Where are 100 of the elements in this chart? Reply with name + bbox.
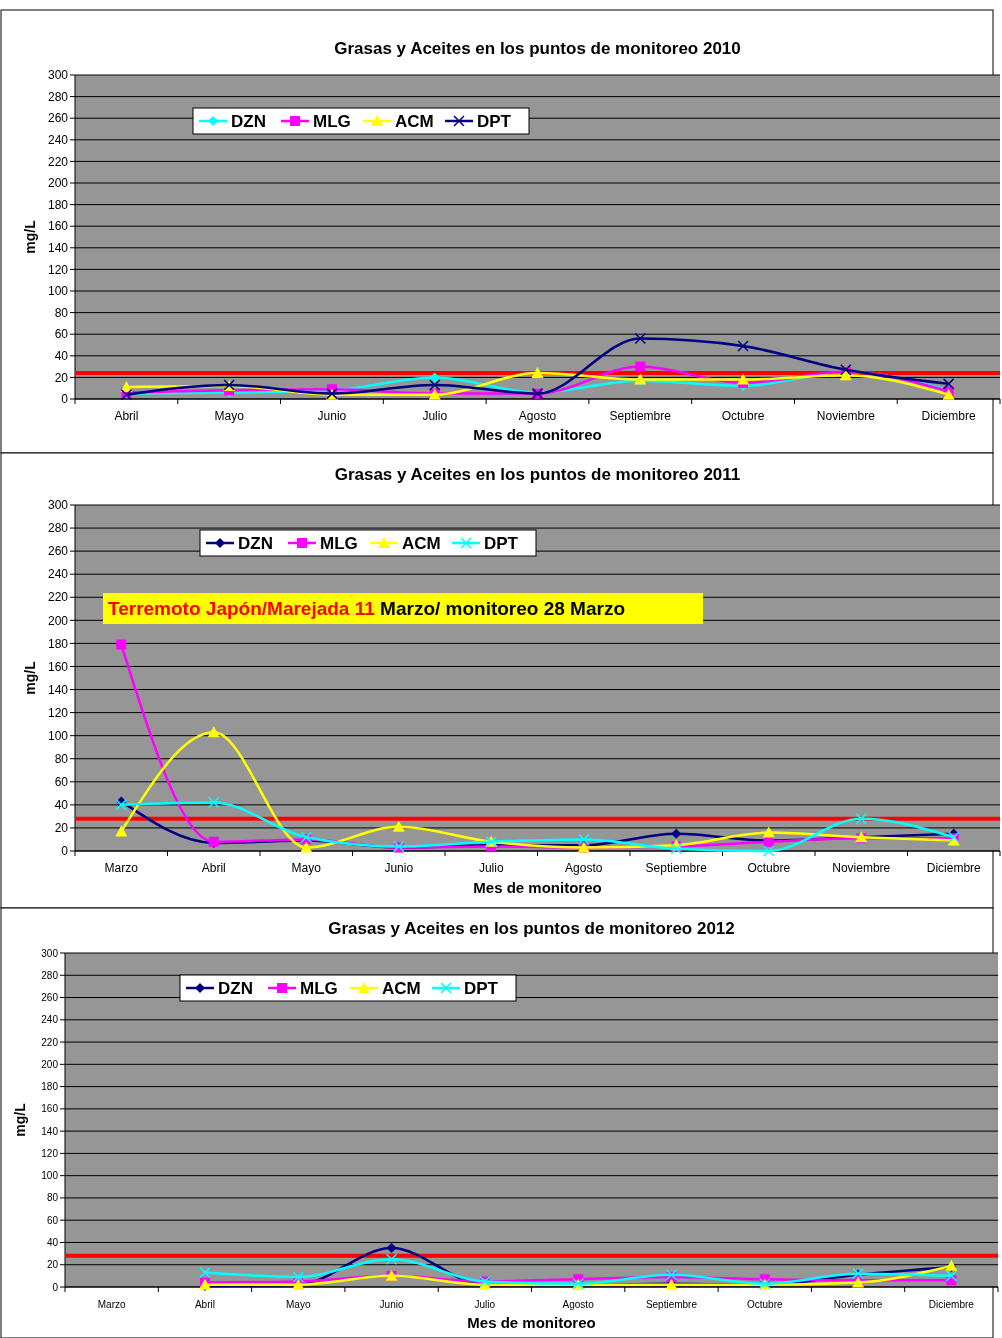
y-tick-label: 140 [47,241,69,255]
y-tick-label: 80 [54,305,69,320]
y-axis-title: mg/L [22,660,38,695]
y-tick-label: 120 [47,705,69,720]
x-tick-label: Diciembre [921,409,976,423]
x-axis-title: Mes de monitoreo [473,879,602,896]
legend-label: DPT [477,111,512,131]
chart-title: Grasas y Aceites en los puntos de monitoreo 2012 [328,919,735,938]
y-tick-label: 180 [41,1081,59,1093]
legend-label: MLG [300,978,338,998]
y-tick-label: 0 [52,1281,59,1293]
note-box: Terremoto Japón/Marejada 11 Marzo/ monitoreo 28 Marzo [103,593,703,624]
x-tick-label: Mayo [291,861,322,875]
x-tick-label: Agosto [518,409,557,423]
y-tick-label: 220 [47,590,69,605]
y-tick-label: 40 [46,1236,59,1248]
x-tick-label: Marzo [104,861,139,875]
x-tick-label: Julio [474,1299,496,1310]
y-axis-title: mg/L [22,219,38,254]
y-tick-label: 260 [47,544,69,559]
y-tick-label: 160 [41,1103,59,1115]
y-tick-label: 200 [47,613,69,628]
y-tick-label: 300 [47,68,69,83]
legend-label: MLG [320,533,358,553]
y-tick-label: 20 [54,821,69,836]
legend-label: DZN [231,111,266,131]
y-tick-label: 80 [46,1192,59,1204]
x-tick-label: Septiembre [645,861,708,875]
y-tick-label: 260 [47,111,69,126]
y-tick-label: 100 [41,1170,59,1182]
y-tick-label: 220 [47,154,69,169]
y-tick-label: 120 [41,1147,59,1159]
legend-label: ACM [402,533,441,553]
y-tick-label: 240 [41,1014,59,1026]
annotation: Marzo/ monitoreo 28 Marzo [374,598,626,619]
y-tick-label: 0 [61,392,69,407]
y-tick-label: 240 [47,133,69,147]
x-tick-label: Diciembre [926,861,982,875]
y-tick-label: 80 [54,751,69,766]
y-tick-label: 200 [47,176,69,191]
x-tick-label: Noviembre [833,1299,883,1310]
x-tick-label: Octubre [746,1299,783,1310]
legend-label: DPT [484,533,519,553]
x-tick-label: Octubre [721,409,765,423]
y-tick-label: 280 [41,969,59,981]
x-tick-label: Noviembre [816,409,876,423]
chart-title: Grasas y Aceites en los puntos de monitoreo 2010 [334,39,741,58]
y-tick-label: 20 [54,370,69,385]
y-tick-label: 0 [61,844,69,859]
y-tick-label: 180 [47,636,69,651]
y-tick-label: 60 [54,775,69,789]
y-tick-label: 100 [47,728,69,743]
annotation: Terremoto Japón/Marejada 11 [108,598,376,619]
x-tick-label: Agosto [562,1299,595,1310]
y-tick-label: 160 [47,659,69,674]
y-tick-label: 120 [47,262,69,277]
x-tick-label: Abril [114,409,139,423]
x-tick-label: Marzo [97,1299,126,1310]
x-tick-label: Julio [478,861,504,875]
x-tick-label: Junio [384,861,414,875]
y-tick-label: 140 [41,1125,59,1137]
y-tick-label: 100 [47,284,69,299]
y-tick-label: 220 [41,1036,59,1048]
y-tick-label: 160 [47,219,69,234]
y-tick-label: 40 [54,349,69,363]
legend-label: ACM [382,978,421,998]
y-tick-label: 300 [41,947,59,959]
y-tick-label: 280 [47,521,69,536]
y-tick-label: 200 [41,1058,59,1070]
y-axis-title: mg/L [12,1102,28,1137]
x-tick-label: Agosto [565,861,603,875]
y-tick-label: 180 [47,197,69,212]
legend-label: DZN [238,533,273,553]
x-axis-title: Mes de monitoreo [473,426,602,443]
legend-label: DZN [218,978,253,998]
y-tick-label: 240 [47,567,69,582]
y-tick-label: 300 [47,498,69,513]
x-tick-label: Abril [201,861,226,875]
x-tick-label: Mayo [214,409,245,423]
y-tick-label: 60 [54,327,69,342]
x-axis-title: Mes de monitoreo [467,1314,596,1331]
x-tick-label: Julio [422,409,448,423]
x-tick-label: Junio [317,409,347,423]
y-tick-label: 260 [41,992,59,1004]
x-tick-label: Mayo [286,1299,311,1310]
legend-label: DPT [464,978,499,998]
y-tick-label: 60 [46,1214,59,1226]
y-tick-label: 40 [54,798,69,813]
x-tick-label: Abril [194,1299,215,1310]
x-tick-label: Noviembre [832,861,891,875]
x-tick-label: Septiembre [609,409,672,423]
legend-label: ACM [395,111,434,131]
x-tick-label: Septiembre [645,1299,698,1310]
chart-title: Grasas y Aceites en los puntos de monitoreo 2011 [334,465,741,484]
x-tick-label: Diciembre [928,1299,975,1310]
x-tick-label: Junio [379,1299,404,1310]
legend-label: MLG [313,111,351,131]
y-tick-label: 20 [46,1259,59,1271]
x-tick-label: Octubre [747,861,791,875]
y-tick-label: 140 [47,682,69,697]
